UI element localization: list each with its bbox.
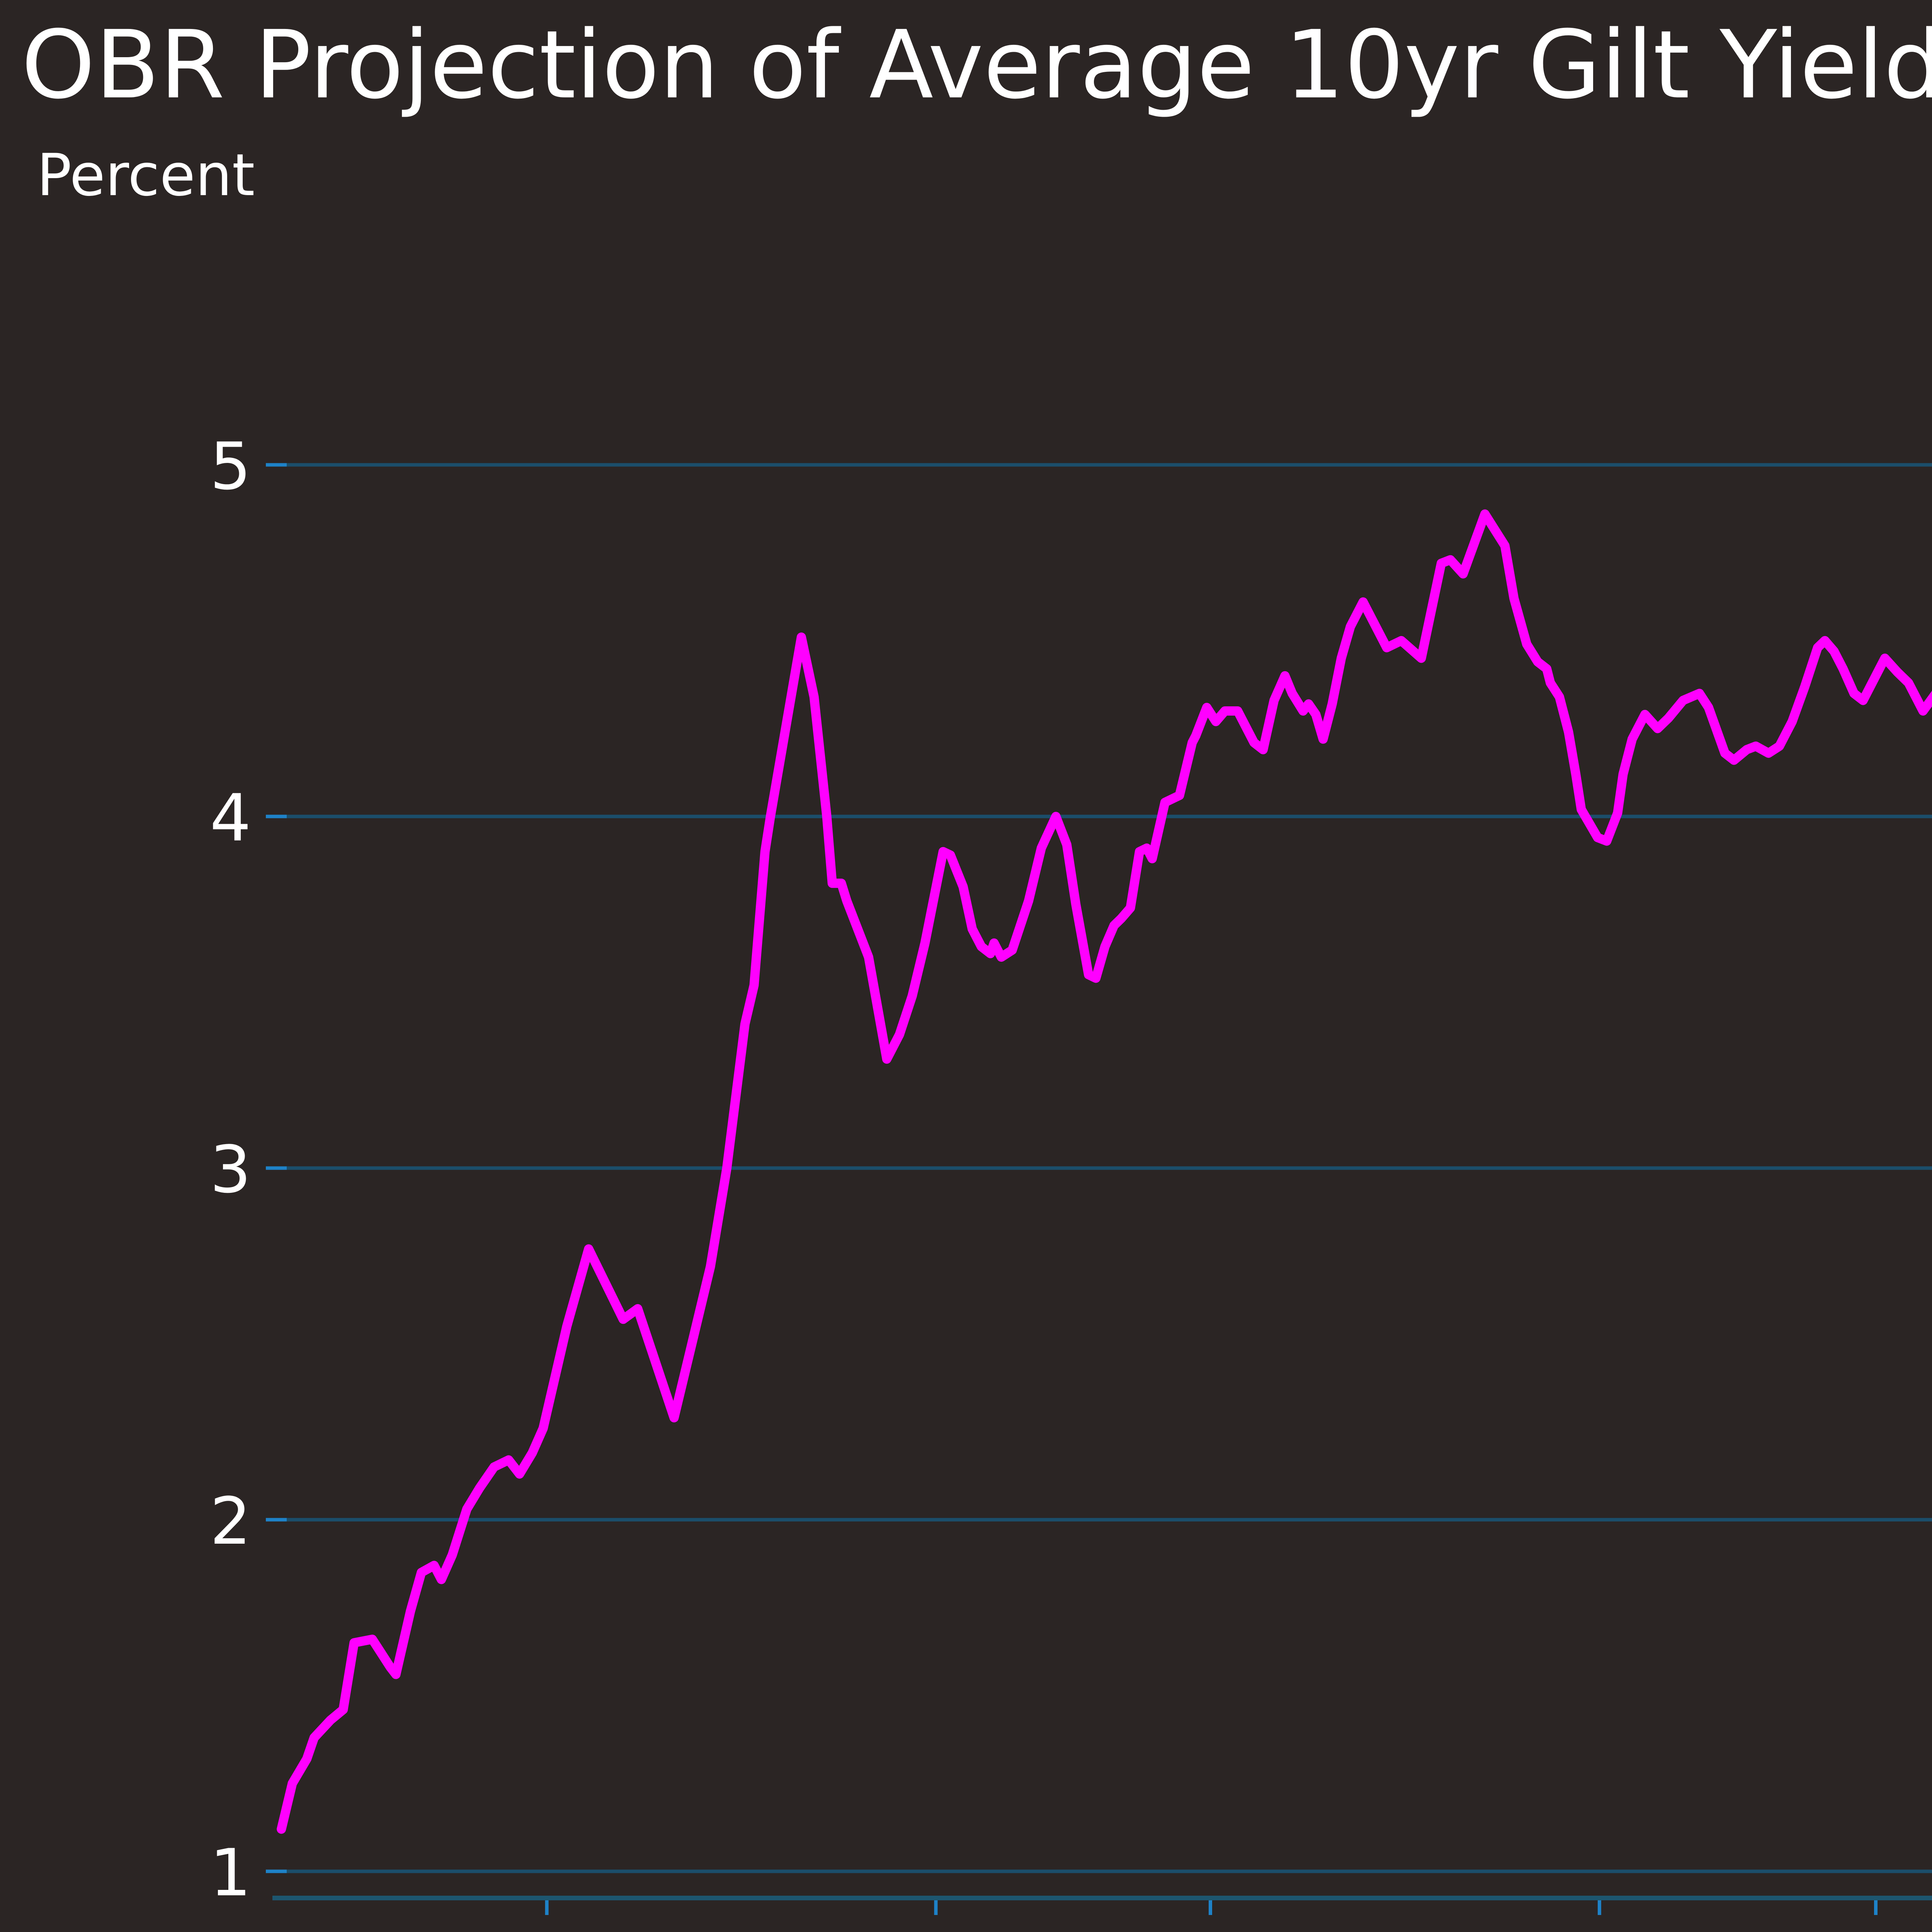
axes: 123452022-062023-012023-062024-012024-06… bbox=[210, 429, 1932, 1915]
y-tick-label: 5 bbox=[210, 429, 251, 504]
yield-line bbox=[277, 509, 1932, 1834]
gridlines bbox=[273, 463, 1932, 1873]
y-tick-label: 4 bbox=[210, 780, 251, 856]
y-tick-label: 1 bbox=[210, 1835, 251, 1911]
y-tick-label: 2 bbox=[210, 1483, 251, 1559]
y-tick-label: 3 bbox=[210, 1132, 251, 1208]
chart-title: OBR Projection of Average 10yr Gilt Yiel… bbox=[21, 10, 1932, 120]
y-axis-unit-label: Percent bbox=[37, 142, 255, 209]
